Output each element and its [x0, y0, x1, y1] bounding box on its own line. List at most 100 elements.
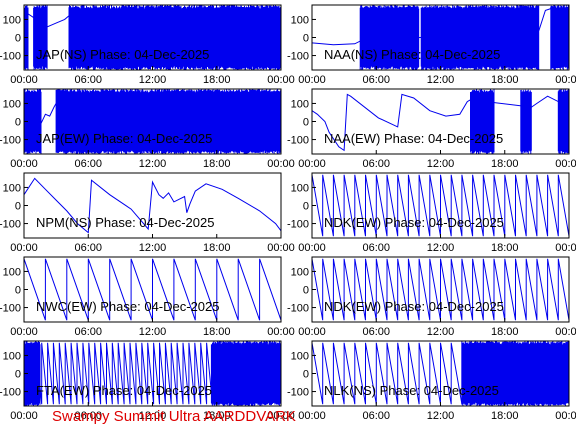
y-tick-label: -100 [0, 387, 21, 399]
x-tick-label: 18:00 [491, 242, 519, 254]
x-tick-label: 06:00 [362, 326, 390, 338]
phase-trace [28, 13, 70, 28]
y-tick-label: 0 [303, 117, 309, 129]
phase-trace [40, 103, 57, 124]
noise-band [461, 341, 569, 406]
y-tick-label: 100 [3, 14, 21, 26]
x-tick-label: 06:00 [362, 410, 390, 422]
panel-title: NPM(NS) Phase: 04-Dec-2025 [36, 215, 214, 230]
chart-panel-4: 100 0 -100 00:00 06:00 12:00 18:00 00:00 NAA(EW)… [287, 88, 576, 170]
x-tick-label: 18:00 [203, 242, 231, 254]
noise-band [210, 341, 281, 406]
x-tick-label: 06:00 [362, 242, 390, 254]
noise-band [550, 5, 569, 70]
x-tick-label: 12:00 [427, 242, 455, 254]
y-tick-label: 100 [291, 98, 309, 110]
footer-label: Swampy Summit Ultra AARDDVARK [52, 408, 296, 425]
y-tick-label: 100 [291, 14, 309, 26]
x-tick-label: 18:00 [203, 74, 231, 86]
phase-trace [312, 8, 551, 46]
x-tick-label: 06:00 [362, 74, 390, 86]
x-tick-label: 06:00 [74, 242, 102, 254]
panel-title: JAP(EW) Phase: 04-Dec-2025 [36, 131, 212, 146]
noise-band [55, 89, 281, 154]
phase-trace [312, 93, 569, 152]
y-tick-label: 0 [15, 369, 21, 381]
noise-band [33, 5, 48, 70]
x-tick-label: 18:00 [491, 410, 519, 422]
y-tick-label: 100 [3, 266, 21, 278]
y-tick-label: 100 [3, 98, 21, 110]
y-tick-label: -100 [287, 387, 309, 399]
chart-panel-7: 100 0 -100 00:00 06:00 12:00 18:00 00:00 NWC(EW)… [0, 256, 295, 338]
y-tick-label: -100 [287, 219, 309, 231]
x-tick-label: 00:00 [298, 242, 326, 254]
x-tick-label: 00:00 [10, 326, 38, 338]
y-tick-label: 100 [291, 182, 309, 194]
x-tick-label: 00:00 [267, 410, 295, 422]
x-tick-label: 00:00 [267, 74, 295, 86]
noise-band [557, 89, 569, 154]
panel-title: NAA(NS) Phase: 04-Dec-2025 [324, 47, 500, 62]
x-tick-label: 00:00 [555, 158, 576, 170]
x-tick-label: 00:00 [555, 410, 576, 422]
y-tick-label: -100 [0, 219, 21, 231]
chart-panel-9: 100 0 -100 00:00 06:00 12:00 18:00 00:00 FTA(EW)… [0, 340, 295, 422]
noise-band [520, 89, 532, 154]
panel-title: NAA(EW) Phase: 04-Dec-2025 [324, 131, 503, 146]
plot-area [312, 5, 569, 70]
y-tick-label: 0 [303, 33, 309, 45]
x-tick-label: 12:00 [139, 410, 167, 422]
y-tick-label: 0 [15, 201, 21, 213]
y-tick-label: -100 [287, 51, 309, 63]
panel-title: NLK(NS) Phase: 04-Dec-2025 [324, 383, 499, 398]
x-tick-label: 18:00 [491, 158, 519, 170]
x-tick-label: 00:00 [10, 74, 38, 86]
y-tick-label: -100 [287, 135, 309, 147]
x-tick-label: 06:00 [74, 158, 102, 170]
chart-panel-3: 100 0 -100 00:00 06:00 12:00 18:00 00:00 JAP(EW)… [0, 88, 295, 170]
x-tick-label: 12:00 [139, 74, 167, 86]
y-tick-label: -100 [287, 303, 309, 315]
noise-band [68, 5, 281, 70]
y-tick-label: -100 [0, 51, 21, 63]
noise-band [470, 89, 495, 154]
y-tick-label: 0 [15, 33, 21, 45]
chart-panel-10: 100 0 -100 00:00 06:00 12:00 18:00 00:00 NLK(NS)… [287, 340, 576, 422]
x-tick-label: 00:00 [10, 158, 38, 170]
chart-panel-8: 100 0 -100 00:00 06:00 12:00 18:00 00:00 NDK(EW)… [287, 256, 576, 338]
x-tick-label: 12:00 [139, 242, 167, 254]
y-tick-label: 100 [291, 350, 309, 362]
x-tick-label: 18:00 [203, 326, 231, 338]
x-tick-label: 12:00 [427, 326, 455, 338]
y-tick-label: 0 [15, 117, 21, 129]
x-tick-label: 12:00 [139, 158, 167, 170]
x-tick-label: 00:00 [10, 242, 38, 254]
x-tick-label: 00:00 [267, 158, 295, 170]
chart-panel-2: 100 0 -100 00:00 06:00 12:00 18:00 00:00 NAA(NS)… [287, 4, 576, 86]
x-tick-label: 12:00 [427, 158, 455, 170]
y-tick-label: 100 [291, 266, 309, 278]
y-tick-label: -100 [0, 303, 21, 315]
x-tick-label: 00:00 [267, 326, 295, 338]
y-tick-label: 0 [303, 369, 309, 381]
panel-title: NDK(EW) Phase: 04-Dec-2025 [324, 215, 504, 230]
x-tick-label: 00:00 [555, 242, 576, 254]
x-tick-label: 00:00 [298, 158, 326, 170]
y-tick-label: -100 [0, 135, 21, 147]
x-tick-label: 18:00 [203, 158, 231, 170]
x-tick-label: 12:00 [427, 74, 455, 86]
y-tick-label: 100 [3, 182, 21, 194]
x-tick-label: 00:00 [555, 326, 576, 338]
x-tick-label: 06:00 [74, 74, 102, 86]
x-tick-label: 00:00 [298, 326, 326, 338]
phase-trace [24, 177, 281, 234]
plot-area [24, 341, 281, 406]
noise-band [24, 341, 41, 406]
x-tick-label: 18:00 [491, 74, 519, 86]
panels-group: 100 0 -100 00:00 06:00 12:00 18:00 00:00 JAP(NS)… [0, 4, 576, 422]
panel-title: JAP(NS) Phase: 04-Dec-2025 [36, 47, 209, 62]
panel-title: FTA(EW) Phase: 04-Dec-2025 [36, 383, 212, 398]
x-tick-label: 00:00 [555, 74, 576, 86]
